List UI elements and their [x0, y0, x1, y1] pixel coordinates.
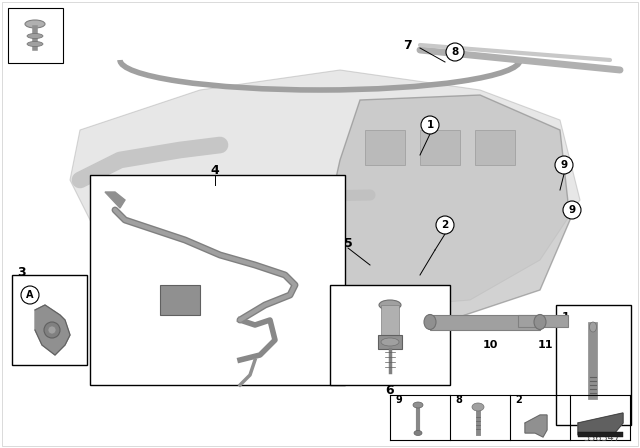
Bar: [8, 8, 63, 63]
Ellipse shape: [589, 322, 596, 332]
Polygon shape: [105, 192, 125, 208]
Text: 356347: 356347: [583, 433, 620, 443]
Text: 9: 9: [568, 205, 575, 215]
Ellipse shape: [381, 338, 399, 346]
Ellipse shape: [379, 300, 401, 310]
Ellipse shape: [25, 20, 45, 28]
Ellipse shape: [413, 402, 423, 408]
Polygon shape: [320, 95, 570, 320]
Text: 1: 1: [562, 312, 570, 322]
Ellipse shape: [534, 314, 546, 329]
Text: 5: 5: [344, 237, 353, 250]
Text: 9: 9: [395, 395, 402, 405]
Text: 3: 3: [18, 266, 26, 279]
Bar: [430, 315, 540, 330]
Text: 8: 8: [451, 47, 459, 57]
Bar: [330, 285, 450, 385]
Bar: [381, 305, 399, 335]
Polygon shape: [35, 305, 70, 355]
Text: 1: 1: [426, 120, 434, 130]
Ellipse shape: [414, 431, 422, 435]
Bar: [12, 275, 87, 365]
Circle shape: [421, 116, 439, 134]
Bar: [556, 305, 631, 425]
Text: 7: 7: [404, 39, 412, 52]
Text: 4: 4: [211, 164, 220, 177]
Bar: [160, 285, 200, 315]
Polygon shape: [525, 415, 547, 437]
Polygon shape: [578, 413, 623, 435]
Polygon shape: [70, 70, 580, 310]
Ellipse shape: [424, 314, 436, 329]
Circle shape: [21, 286, 39, 304]
Circle shape: [436, 216, 454, 234]
Bar: [90, 175, 345, 385]
Text: 6: 6: [386, 383, 394, 396]
Circle shape: [44, 322, 60, 338]
Bar: [378, 335, 402, 349]
Bar: [420, 130, 460, 165]
Bar: [578, 432, 623, 437]
Circle shape: [563, 201, 581, 219]
Circle shape: [446, 43, 464, 61]
Text: 9: 9: [561, 160, 568, 170]
Circle shape: [555, 156, 573, 174]
Ellipse shape: [27, 42, 43, 47]
Text: 8: 8: [455, 395, 462, 405]
Ellipse shape: [27, 34, 43, 39]
Bar: [475, 130, 515, 165]
Ellipse shape: [472, 403, 484, 411]
Text: 2: 2: [515, 395, 522, 405]
Bar: [518, 315, 568, 327]
Text: A: A: [26, 290, 34, 300]
Text: 2: 2: [442, 220, 449, 230]
Circle shape: [48, 326, 56, 334]
Text: 11: 11: [537, 340, 553, 350]
Text: 10: 10: [483, 340, 498, 350]
Bar: [365, 130, 405, 165]
